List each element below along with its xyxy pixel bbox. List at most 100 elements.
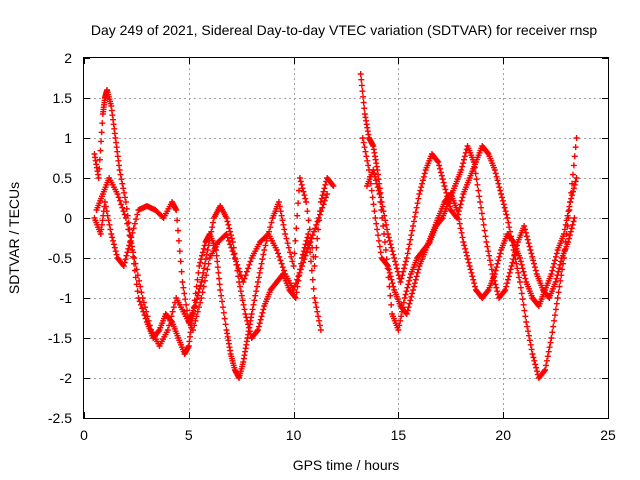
data-point bbox=[470, 276, 477, 283]
data-point bbox=[414, 269, 421, 276]
y-tick-label: -2.5 bbox=[48, 410, 72, 426]
data-point bbox=[421, 170, 428, 177]
data-point bbox=[243, 268, 250, 275]
data-point bbox=[146, 322, 153, 329]
data-point bbox=[556, 283, 563, 290]
data-point bbox=[478, 210, 485, 217]
data-point bbox=[382, 247, 389, 253]
data-point bbox=[305, 231, 312, 237]
data-point bbox=[523, 319, 530, 325]
data-point bbox=[492, 170, 499, 177]
data-point bbox=[403, 288, 410, 295]
data-point bbox=[291, 283, 298, 290]
data-point bbox=[259, 256, 266, 263]
data-point bbox=[364, 157, 371, 164]
data-point bbox=[491, 167, 498, 173]
data-point bbox=[521, 307, 528, 314]
data-point bbox=[258, 260, 265, 267]
data-point bbox=[438, 172, 445, 179]
data-point bbox=[110, 237, 117, 244]
data-point bbox=[562, 221, 569, 228]
data-point bbox=[280, 221, 287, 228]
data-point bbox=[283, 235, 290, 242]
data-point bbox=[506, 224, 513, 231]
data-point bbox=[95, 175, 102, 181]
data-point bbox=[543, 362, 550, 369]
data-point bbox=[106, 221, 113, 228]
data-point bbox=[552, 279, 559, 285]
data-point bbox=[229, 248, 236, 255]
data-point bbox=[113, 251, 120, 258]
data-point bbox=[490, 274, 497, 281]
x-tick-label: 0 bbox=[80, 427, 88, 443]
data-point bbox=[514, 265, 521, 272]
data-point bbox=[476, 193, 483, 200]
data-point bbox=[564, 212, 571, 219]
data-point bbox=[244, 317, 251, 324]
data-point bbox=[227, 241, 234, 248]
data-point bbox=[273, 247, 280, 253]
data-point bbox=[206, 237, 213, 244]
data-point bbox=[416, 191, 423, 197]
data-point bbox=[415, 195, 422, 202]
data-point bbox=[410, 283, 417, 290]
data-point bbox=[118, 176, 125, 183]
data-point bbox=[246, 328, 253, 335]
data-point bbox=[295, 273, 302, 280]
data-point bbox=[205, 242, 212, 249]
data-point bbox=[360, 139, 367, 146]
data-point bbox=[386, 269, 393, 276]
data-point bbox=[495, 180, 502, 187]
data-point bbox=[239, 297, 246, 304]
data-point bbox=[373, 180, 380, 187]
data-point bbox=[570, 162, 577, 169]
data-point bbox=[462, 245, 469, 252]
data-point bbox=[516, 255, 523, 261]
data-point bbox=[224, 234, 231, 241]
data-point bbox=[415, 266, 422, 273]
data-point bbox=[501, 204, 508, 211]
data-point bbox=[257, 265, 264, 272]
data-point bbox=[316, 322, 323, 329]
data-point bbox=[503, 283, 510, 290]
data-point bbox=[256, 320, 263, 327]
data-point bbox=[455, 216, 462, 223]
data-point bbox=[397, 317, 404, 324]
data-point bbox=[219, 298, 226, 305]
data-point bbox=[554, 295, 561, 301]
data-point bbox=[361, 144, 368, 151]
data-point bbox=[411, 213, 418, 220]
x-tick-label: 5 bbox=[185, 427, 193, 443]
data-point bbox=[477, 199, 484, 205]
data-point bbox=[520, 301, 527, 308]
data-point bbox=[392, 258, 399, 265]
data-point bbox=[313, 221, 320, 228]
data-point bbox=[472, 283, 479, 290]
data-point bbox=[493, 264, 500, 271]
data-point bbox=[556, 265, 563, 272]
data-point bbox=[137, 283, 144, 290]
data-point bbox=[370, 201, 377, 208]
data-point bbox=[276, 203, 283, 210]
data-point bbox=[122, 215, 129, 221]
data-point bbox=[166, 322, 173, 329]
data-point bbox=[408, 232, 415, 239]
data-point bbox=[174, 217, 181, 224]
data-point bbox=[418, 184, 425, 191]
data-point bbox=[409, 227, 416, 234]
data-point bbox=[553, 300, 560, 307]
data-point bbox=[281, 267, 288, 274]
data-point bbox=[287, 249, 294, 256]
data-point bbox=[194, 308, 201, 315]
data-point bbox=[278, 260, 285, 267]
data-point bbox=[523, 233, 530, 240]
data-point bbox=[552, 253, 559, 260]
data-point bbox=[501, 288, 508, 295]
data-point bbox=[319, 192, 326, 199]
data-point bbox=[541, 368, 548, 375]
data-point bbox=[500, 201, 507, 208]
data-point bbox=[360, 93, 367, 100]
data-point bbox=[483, 239, 490, 245]
data-point bbox=[525, 332, 532, 339]
data-point bbox=[104, 212, 111, 219]
